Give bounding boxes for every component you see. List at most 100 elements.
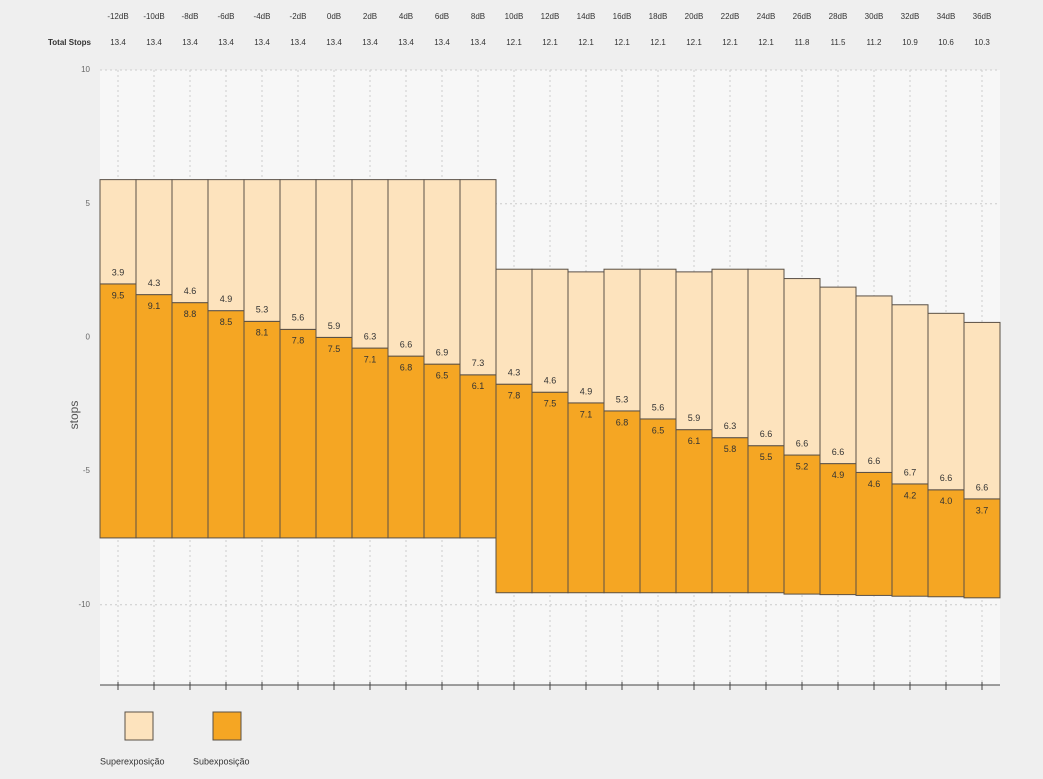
total-stops: 12.1 (542, 38, 558, 47)
y-tick-label: -10 (78, 600, 90, 609)
bar-segment (603, 410, 641, 594)
category-label: -2dB (290, 12, 307, 21)
bar-segment (423, 179, 461, 365)
bar-segment (387, 355, 425, 539)
value-label: 5.3 (256, 305, 269, 315)
value-label: 4.3 (148, 278, 161, 288)
bar-segment (819, 463, 857, 596)
bar-segment (531, 391, 569, 594)
value-label: 5.6 (652, 402, 665, 412)
bar-segment (207, 310, 245, 539)
value-label: 6.6 (400, 339, 413, 349)
total-stops: 13.4 (326, 38, 342, 47)
value-label: 7.1 (364, 354, 377, 364)
bar-segment (603, 268, 641, 412)
value-label: 6.1 (472, 381, 485, 391)
legend-swatch (212, 711, 242, 741)
category-label: 22dB (721, 12, 740, 21)
value-label: 6.6 (796, 438, 809, 448)
category-label: 26dB (793, 12, 812, 21)
value-label: 7.5 (544, 399, 557, 409)
bar-segment (315, 336, 353, 539)
bar-segment (855, 471, 893, 596)
value-label: 7.8 (508, 391, 521, 401)
value-label: 4.6 (184, 286, 197, 296)
category-label: -6dB (218, 12, 235, 21)
value-label: 4.9 (832, 470, 845, 480)
total-stops: 10.9 (902, 38, 918, 47)
category-label: 32dB (901, 12, 920, 21)
bar-segment (135, 294, 173, 539)
value-label: 6.5 (436, 371, 449, 381)
total-stops: 13.4 (110, 38, 126, 47)
total-stops: 13.4 (362, 38, 378, 47)
bar-segment (495, 268, 533, 385)
bar-segment (531, 268, 569, 393)
bar-segment (495, 383, 533, 594)
bar-segment (747, 268, 785, 447)
total-stops: 13.4 (182, 38, 198, 47)
value-label: 6.7 (904, 467, 917, 477)
bar-segment (963, 498, 1001, 599)
value-label: 5.5 (760, 452, 773, 462)
value-label: 4.6 (868, 479, 881, 489)
bar-segment (387, 179, 425, 357)
total-stops: 12.1 (650, 38, 666, 47)
category-label: 34dB (937, 12, 956, 21)
y-tick-label: 10 (81, 65, 90, 74)
total-stops: 12.1 (614, 38, 630, 47)
bar-segment (351, 179, 389, 349)
category-label: 28dB (829, 12, 848, 21)
value-label: 6.6 (760, 429, 773, 439)
bar-segment (171, 302, 209, 539)
legend-label: Superexposição (100, 756, 165, 766)
category-label: 20dB (685, 12, 704, 21)
bar-segment (675, 429, 713, 594)
total-stops: 13.4 (254, 38, 270, 47)
bar-segment (567, 271, 605, 404)
y-tick-label: -5 (83, 466, 91, 475)
bar-segment (891, 304, 929, 485)
bar-segment (927, 312, 965, 491)
total-stops: 11.2 (867, 38, 883, 47)
bar-segment (639, 418, 677, 594)
total-stops: 13.4 (290, 38, 306, 47)
category-label: 12dB (541, 12, 560, 21)
total-stops: 13.4 (146, 38, 162, 47)
bar-segment (459, 179, 497, 376)
value-label: 6.6 (976, 482, 989, 492)
total-stops: 10.6 (938, 38, 954, 47)
value-label: 8.1 (256, 328, 269, 338)
value-label: 7.3 (472, 358, 485, 368)
category-label: -12dB (107, 12, 128, 21)
value-label: 6.3 (724, 421, 737, 431)
total-stops: 13.4 (398, 38, 414, 47)
bar-segment (639, 268, 677, 420)
bar-segment (963, 321, 1001, 500)
y-tick-label: 0 (86, 333, 91, 342)
total-stops: 12.1 (758, 38, 774, 47)
bar-segment (783, 278, 821, 456)
total-stops: 12.1 (686, 38, 702, 47)
value-label: 5.3 (616, 394, 629, 404)
bar-segment (135, 179, 173, 296)
category-label: 14dB (577, 12, 596, 21)
bar-segment (459, 374, 497, 539)
value-label: 6.6 (940, 473, 953, 483)
value-label: 7.1 (580, 409, 593, 419)
value-label: 4.6 (544, 376, 557, 386)
value-label: 5.8 (724, 444, 737, 454)
value-label: 7.5 (328, 344, 341, 354)
total-stops: 11.8 (795, 38, 811, 47)
bar-segment (675, 271, 713, 431)
bar-segment (711, 268, 749, 439)
bar-segment (711, 437, 749, 594)
value-label: 8.8 (184, 309, 197, 319)
value-label: 6.6 (868, 456, 881, 466)
value-label: 5.6 (292, 313, 305, 323)
bar-segment (891, 483, 929, 597)
value-label: 6.6 (832, 447, 845, 457)
bar-segment (423, 363, 461, 539)
category-label: 16dB (613, 12, 632, 21)
